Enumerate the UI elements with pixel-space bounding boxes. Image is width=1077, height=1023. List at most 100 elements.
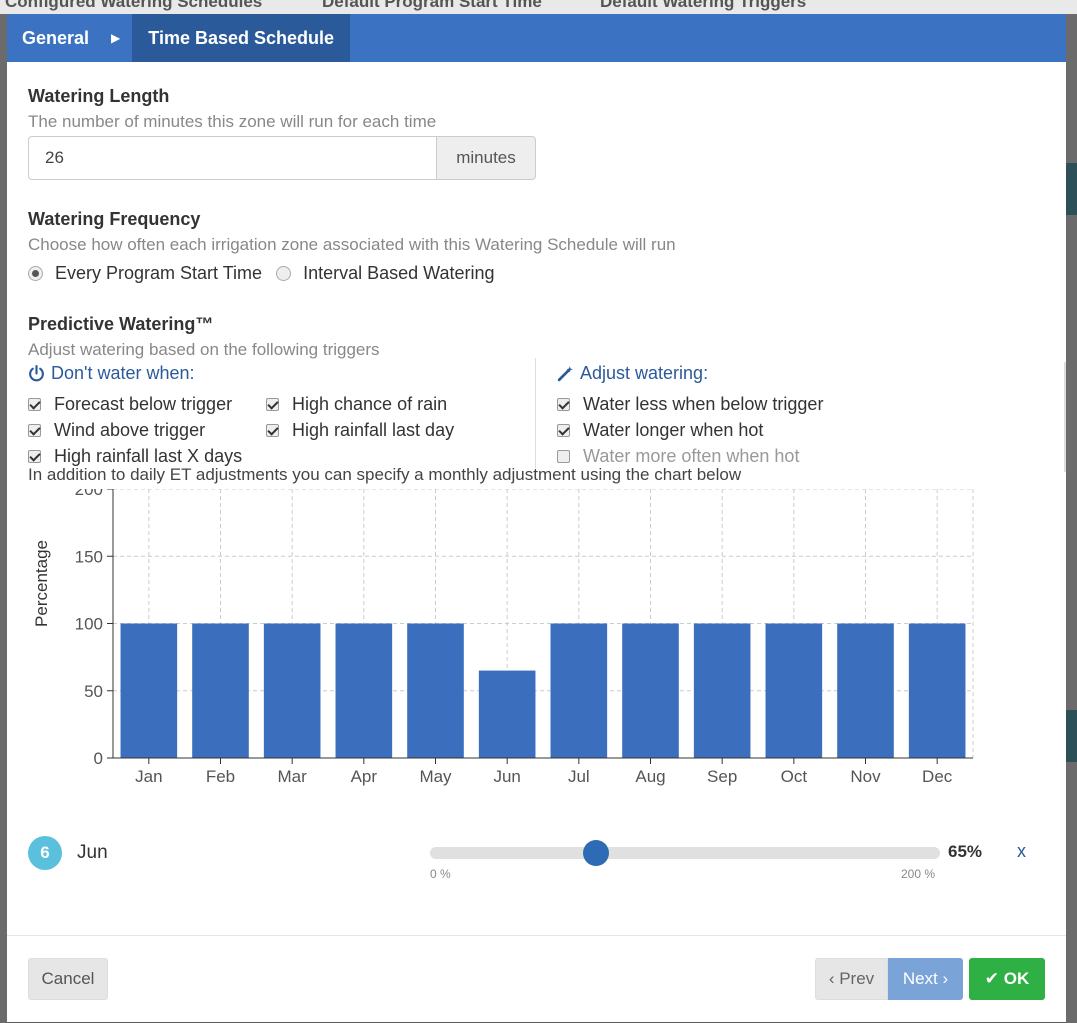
x-tick-label: Feb — [206, 767, 235, 786]
watering-frequency-help: Choose how often each irrigation zone as… — [28, 235, 676, 254]
percentage-value: 65% — [948, 842, 983, 861]
dont-water-heading: Don't water when: — [28, 363, 195, 384]
cb-high-chance-rain[interactable]: High chance of rain — [266, 394, 447, 415]
cb-label: Water less when below trigger — [583, 394, 824, 414]
checkbox[interactable] — [266, 424, 279, 437]
bar-nov — [837, 623, 894, 758]
x-tick-label: Jul — [568, 767, 590, 786]
bg-tab-schedules: Configured Watering Schedules — [5, 0, 263, 11]
radio-every-start-time[interactable] — [28, 266, 43, 281]
x-tick-label: Dec — [922, 767, 953, 786]
next-button[interactable]: Next › — [888, 958, 963, 1000]
y-tick-label: 100 — [75, 615, 103, 634]
cb-forecast-below[interactable]: Forecast below trigger — [28, 394, 232, 415]
bar-apr — [335, 623, 393, 758]
y-tick-label: 50 — [84, 682, 103, 701]
prev-button[interactable]: ‹ Prev — [815, 958, 888, 1000]
bar-jan — [120, 623, 178, 758]
checkbox[interactable] — [28, 424, 41, 437]
breadcrumb-general[interactable]: General — [22, 27, 90, 48]
magic-wand-icon — [557, 366, 573, 382]
radio-label-interval-based: Interval Based Watering — [303, 263, 495, 283]
radio-interval-based[interactable] — [276, 266, 292, 281]
cb-high-rainfall-x-days[interactable]: High rainfall last X days — [28, 446, 242, 467]
selected-month-name: Jun — [77, 842, 108, 863]
frequency-options: Every Program Start Time Interval Based … — [28, 263, 1045, 284]
bar-aug — [622, 623, 679, 758]
cb-label: High rainfall last day — [292, 420, 455, 440]
bar-sep — [693, 623, 751, 758]
x-tick-label: Jun — [493, 767, 520, 786]
x-tick-label: Jan — [135, 767, 162, 786]
cb-water-less-below[interactable]: Water less when below trigger — [557, 394, 823, 415]
clear-adjustment-button[interactable]: x — [1017, 841, 1026, 861]
modal-footer: Cancel ‹ Prev Next › ✔ OK — [7, 935, 1066, 1022]
checkbox[interactable] — [28, 398, 41, 411]
x-tick-label: Aug — [635, 767, 665, 786]
x-tick-label: May — [419, 767, 452, 786]
minutes-addon: minutes — [437, 136, 536, 180]
monthly-adjustment-chart: 0 50 100 150 200 Jan Feb Mar Apr May Jun Jul Aug Sep O… — [32, 489, 974, 786]
bar-feb — [192, 623, 249, 758]
y-tick-label: 150 — [75, 547, 103, 566]
checkbox[interactable] — [557, 398, 570, 411]
slider-max-label: 200 % — [901, 867, 936, 881]
checkbox[interactable] — [28, 450, 41, 463]
cb-water-more-often-hot[interactable]: Water more often when hot — [557, 446, 799, 467]
bar-jun — [478, 670, 536, 758]
bg-tab-start-time: Default Program Start Time — [322, 0, 542, 11]
modal-body: Watering Length The number of minutes th… — [7, 86, 1066, 896]
background-right — [1066, 14, 1077, 1023]
cb-high-rainfall-last-day[interactable]: High rainfall last day — [266, 420, 454, 441]
chevron-right-icon: ▶ — [111, 31, 121, 45]
month-number-badge: 6 — [28, 836, 62, 870]
breadcrumb-current: Time Based Schedule — [132, 14, 351, 62]
watering-frequency-title: Watering Frequency — [28, 209, 201, 229]
cb-label: High rainfall last X days — [54, 446, 243, 466]
ok-button[interactable]: ✔ OK — [969, 958, 1045, 1000]
adjust-heading-text: Adjust watering: — [580, 363, 709, 383]
y-tick-label: 200 — [75, 489, 103, 499]
month-adjust-row: 6 Jun 65% x 0 % 200 % — [28, 836, 1045, 896]
percentage-slider-handle[interactable] — [582, 840, 609, 866]
bar-mar — [263, 623, 321, 758]
x-tick-label: Oct — [781, 767, 808, 786]
modal-header: General ▶ Time Based Schedule — [7, 14, 1066, 62]
scrollbar[interactable] — [1064, 362, 1066, 472]
bar-jul — [550, 623, 608, 758]
cb-label: Water longer when hot — [583, 420, 764, 440]
bar-dec — [908, 623, 966, 758]
predictive-title: Predictive Watering™ — [28, 314, 214, 334]
checkbox[interactable] — [557, 424, 570, 437]
x-tick-label: Nov — [850, 767, 881, 786]
cb-label: Forecast below trigger — [54, 394, 233, 414]
watering-length-group: 26 minutes — [28, 136, 536, 180]
x-tick-label: Mar — [278, 767, 308, 786]
x-tick-label: Sep — [707, 767, 737, 786]
y-tick-label: 0 — [94, 749, 103, 768]
checkbox[interactable] — [557, 450, 570, 463]
cb-label: High chance of rain — [292, 394, 448, 414]
background-app-header: Configured Watering Schedules Default Pr… — [0, 0, 1077, 14]
schedule-modal: General ▶ Time Based Schedule Watering L… — [7, 14, 1066, 1022]
bg-panel — [1066, 163, 1077, 215]
slider-min-label: 0 % — [430, 867, 451, 881]
watering-length-input[interactable]: 26 — [28, 136, 437, 180]
dont-water-heading-text: Don't water when: — [51, 363, 195, 383]
x-tick-label: Apr — [351, 767, 378, 786]
cancel-button[interactable]: Cancel — [28, 958, 108, 1000]
cb-label: Wind above trigger — [54, 420, 206, 440]
checkbox[interactable] — [266, 398, 279, 411]
column-divider — [535, 358, 536, 468]
cb-label: Water more often when hot — [583, 446, 800, 466]
cb-water-longer-hot[interactable]: Water longer when hot — [557, 420, 763, 441]
bar-oct — [765, 623, 823, 758]
bg-panel — [1066, 710, 1077, 762]
radio-label-every-start-time: Every Program Start Time — [55, 263, 263, 283]
watering-length-help: The number of minutes this zone will run… — [28, 112, 437, 131]
percentage-slider-track[interactable] — [430, 840, 940, 866]
y-axis-label: Percentage — [32, 540, 51, 627]
background-left — [0, 14, 7, 1023]
cb-wind-above[interactable]: Wind above trigger — [28, 420, 205, 441]
monthly-note: In addition to daily ET adjustments you … — [28, 465, 742, 484]
